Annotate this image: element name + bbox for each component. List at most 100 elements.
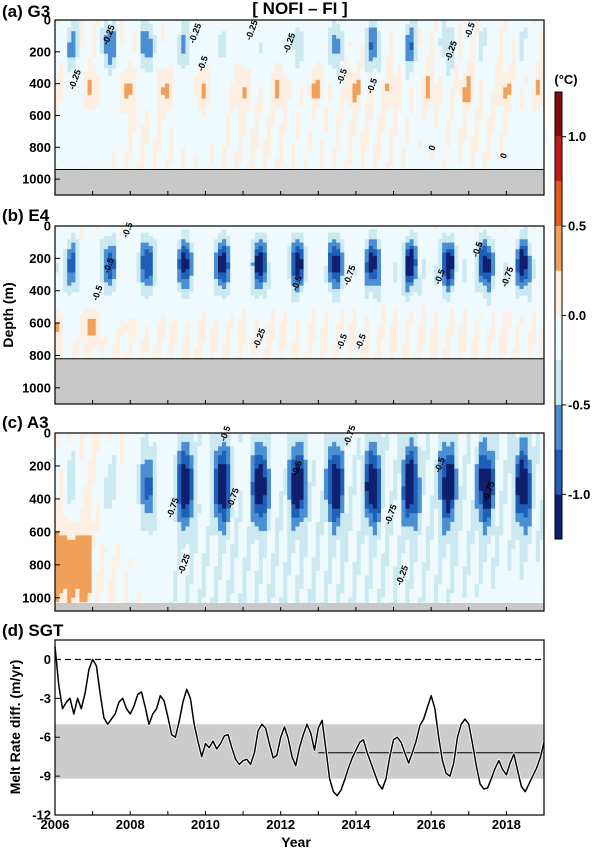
heat-cell — [523, 49, 529, 55]
heat-cell — [55, 245, 60, 250]
heat-cell — [63, 135, 68, 141]
heat-cell — [132, 139, 138, 144]
heat-cell — [67, 165, 72, 171]
heat-cell — [59, 143, 64, 148]
heat-cell — [234, 53, 239, 58]
heat-cell — [458, 31, 464, 36]
heat-cell — [491, 162, 496, 167]
heat-cell — [173, 120, 178, 126]
heat-cell — [116, 20, 121, 25]
heat-cell — [323, 165, 329, 171]
heat-cell — [482, 109, 488, 115]
heat-cell — [360, 139, 366, 144]
heat-cell — [99, 20, 105, 25]
heat-cell — [368, 117, 374, 122]
heat-cell — [258, 83, 264, 88]
heat-cell — [205, 83, 211, 88]
heat-cell — [328, 109, 333, 115]
heat-cell — [466, 120, 472, 126]
heat-cell — [107, 120, 113, 126]
heat-cell — [169, 120, 174, 126]
heat-cell — [270, 72, 276, 77]
heat-cell — [438, 68, 443, 73]
heat-cell — [75, 124, 81, 130]
heat-cell — [450, 76, 455, 81]
heat-cell — [140, 61, 146, 66]
heat-cell — [156, 34, 162, 40]
heat-cell — [381, 158, 386, 163]
heat-cell — [181, 113, 186, 118]
heat-cell — [523, 98, 529, 103]
heat-cell — [234, 72, 239, 77]
heat-cell — [250, 91, 256, 96]
heat-cell — [462, 102, 468, 107]
heat-cell — [323, 49, 329, 55]
heat-cell — [332, 61, 337, 66]
heat-cell — [511, 143, 517, 148]
heat-cell — [95, 158, 101, 163]
heat-cell — [99, 46, 105, 51]
heat-cell — [381, 20, 386, 25]
heat-cell — [283, 165, 288, 171]
heat-cell — [401, 117, 407, 122]
heat-cell — [454, 57, 460, 62]
heat-cell — [169, 20, 174, 25]
heat-cell — [254, 135, 260, 141]
heat-cell — [381, 68, 386, 73]
heat-cell — [303, 113, 309, 118]
heat-cell — [356, 53, 362, 58]
heat-cell — [185, 42, 191, 47]
heat-cell — [405, 20, 411, 25]
heat-cell — [112, 105, 117, 111]
heat-cell — [303, 83, 309, 88]
heat-cell — [523, 94, 529, 100]
heat-cell — [132, 46, 138, 51]
heat-cell — [279, 20, 284, 25]
heat-cell — [238, 165, 244, 171]
heat-cell — [491, 94, 496, 100]
heat-cell — [270, 147, 276, 152]
heat-cell — [59, 23, 64, 29]
heat-cell — [67, 245, 72, 250]
heat-cell — [478, 57, 484, 62]
heat-cell — [59, 332, 64, 337]
heat-cell — [79, 57, 85, 62]
heat-cell — [287, 46, 292, 51]
heat-cell — [535, 46, 541, 51]
heat-cell — [71, 46, 76, 51]
heat-cell — [527, 79, 533, 85]
heat-cell — [181, 132, 186, 137]
heat-cell — [433, 158, 439, 163]
heat-cell — [376, 94, 382, 100]
heat-cell — [185, 109, 191, 115]
heat-cell — [116, 68, 121, 73]
heat-cell — [332, 102, 337, 107]
heat-cell — [442, 94, 447, 100]
heat-cell — [470, 143, 476, 148]
heat-cell — [55, 325, 60, 330]
heat-cell — [250, 57, 256, 62]
heat-cell — [360, 38, 366, 44]
heat-cell — [128, 20, 134, 25]
heat-cell — [205, 68, 211, 73]
heat-cell — [311, 94, 317, 100]
heat-cell — [531, 53, 537, 58]
heat-cell — [438, 105, 443, 111]
heat-cell — [503, 132, 508, 137]
heat-cell — [71, 83, 76, 88]
heat-cell — [429, 53, 435, 58]
heat-cell — [246, 165, 252, 171]
heat-cell — [474, 46, 480, 51]
heat-cell — [213, 150, 219, 156]
heat-cell — [531, 94, 537, 100]
heat-cell — [336, 42, 341, 47]
heat-cell — [421, 31, 427, 36]
heat-cell — [185, 64, 191, 70]
heat-cell — [429, 113, 435, 118]
heat-cell — [59, 132, 64, 137]
heat-cell — [144, 124, 150, 130]
heat-cell — [266, 154, 272, 159]
heat-cell — [185, 34, 191, 40]
heat-cell — [417, 154, 423, 159]
heat-cell — [507, 31, 512, 36]
